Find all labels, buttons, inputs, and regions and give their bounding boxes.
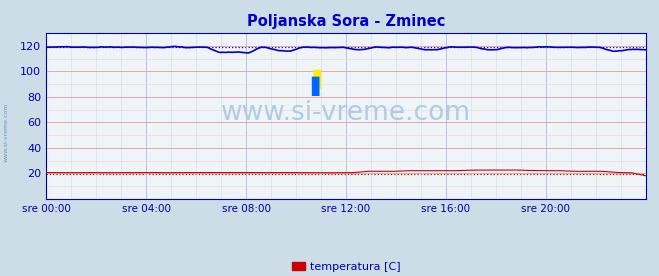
Text: www.si-vreme.com: www.si-vreme.com [3, 103, 9, 162]
Text: www.si-vreme.com: www.si-vreme.com [221, 100, 471, 126]
Text: ▌: ▌ [312, 76, 326, 96]
Legend: temperatura [C], višina [cm]: temperatura [C], višina [cm] [287, 258, 405, 276]
Title: Poljanska Sora - Zminec: Poljanska Sora - Zminec [246, 14, 445, 29]
Text: ▐: ▐ [306, 70, 320, 89]
